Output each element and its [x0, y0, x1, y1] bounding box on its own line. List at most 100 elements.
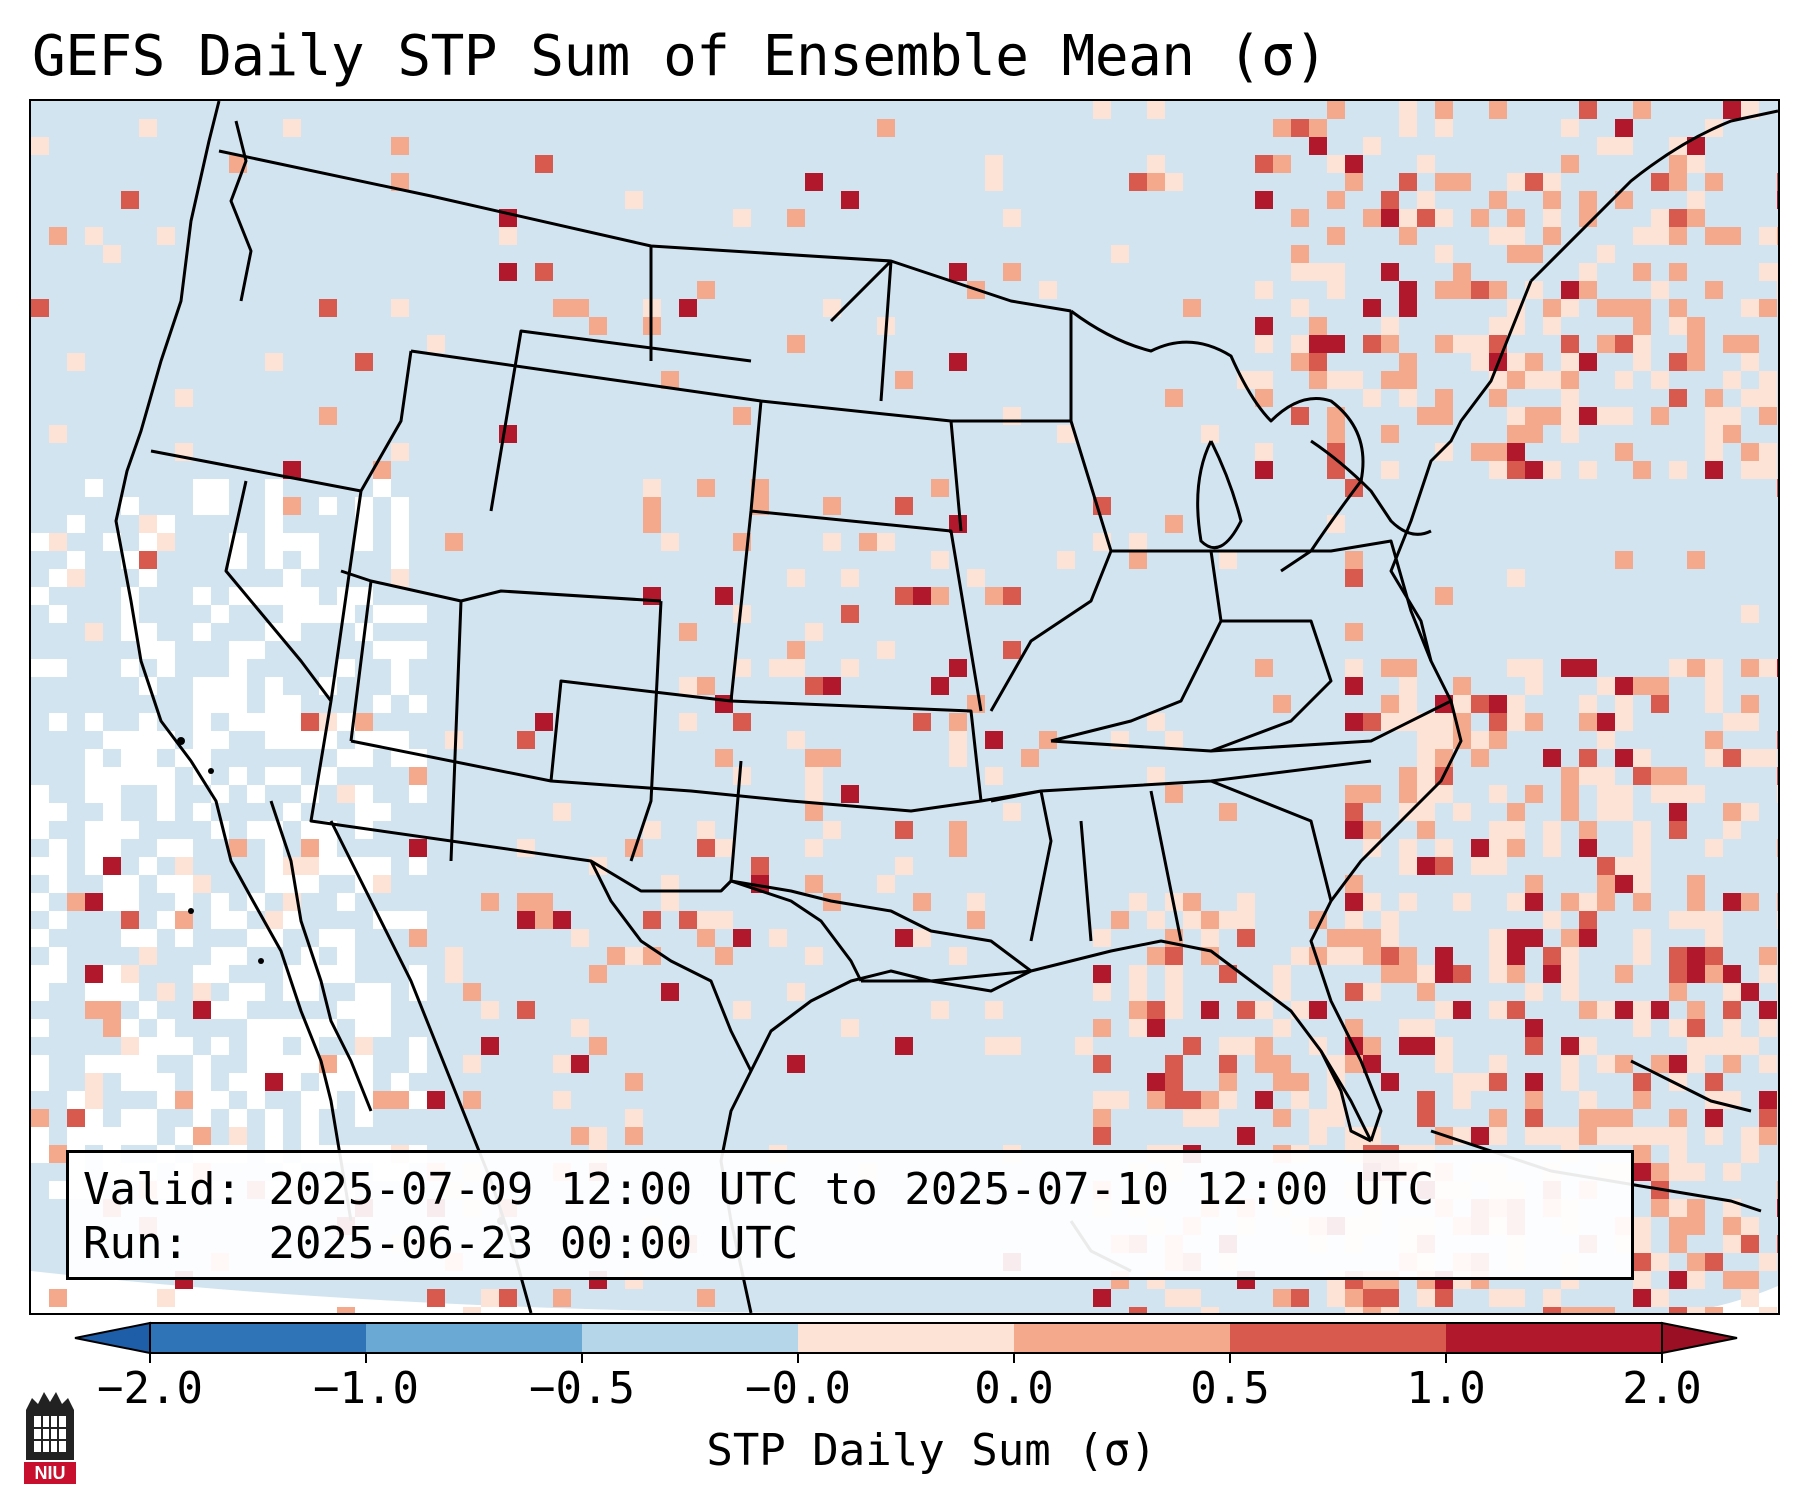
stp-cell	[1165, 515, 1183, 533]
stp-cell	[553, 1055, 571, 1073]
stp-cell	[1147, 1091, 1165, 1109]
stp-cell	[1597, 767, 1615, 785]
stp-cell	[1489, 317, 1507, 335]
stp-cell	[409, 695, 427, 713]
stp-cell	[1651, 1163, 1669, 1181]
stp-cell	[1669, 173, 1687, 191]
stp-cell	[1147, 173, 1165, 191]
stp-cell	[1345, 551, 1363, 569]
stp-cell	[697, 479, 715, 497]
stp-cell	[103, 983, 121, 1001]
stp-cell	[1201, 911, 1219, 929]
stp-cell	[1615, 1055, 1633, 1073]
stp-cell	[1759, 947, 1777, 965]
stp-cell	[157, 515, 175, 533]
stp-cell	[1561, 767, 1579, 785]
stp-cell	[1399, 227, 1417, 245]
stp-cell	[1327, 929, 1345, 947]
stp-cell	[355, 983, 373, 1001]
stp-cell	[769, 659, 787, 677]
stp-cell	[1435, 407, 1453, 425]
stp-cell	[1669, 983, 1687, 1001]
stp-cell	[1741, 1217, 1759, 1235]
stp-cell	[1165, 785, 1183, 803]
stp-cell	[1381, 191, 1399, 209]
stp-cell	[1579, 821, 1597, 839]
stp-cell	[787, 569, 805, 587]
stp-cell	[1255, 389, 1273, 407]
stp-cell	[1597, 335, 1615, 353]
stp-cell	[391, 605, 409, 623]
stp-cell	[571, 1055, 589, 1073]
stp-cell	[445, 947, 463, 965]
stp-cell	[427, 335, 445, 353]
stp-cell	[1399, 767, 1417, 785]
stp-cell	[1615, 335, 1633, 353]
stp-cell	[1453, 173, 1471, 191]
stp-cell	[1759, 263, 1777, 281]
stp-cell	[697, 281, 715, 299]
stp-cell	[1183, 1289, 1201, 1307]
stp-cell	[877, 119, 895, 137]
stp-cell	[211, 695, 229, 713]
stp-cell	[103, 767, 121, 785]
stp-cell	[1489, 929, 1507, 947]
stp-cell	[1489, 1289, 1507, 1307]
stp-cell	[1615, 803, 1633, 821]
stp-cell	[1129, 173, 1147, 191]
stp-cell	[805, 875, 823, 893]
stp-cell	[1633, 461, 1651, 479]
stp-cell	[589, 965, 607, 983]
stp-cell	[1129, 533, 1147, 551]
stp-cell	[1381, 317, 1399, 335]
stp-cell	[1561, 659, 1579, 677]
stp-cell	[1471, 731, 1489, 749]
stp-cell	[1471, 1073, 1489, 1091]
stp-cell	[103, 1127, 121, 1145]
stp-cell	[247, 821, 265, 839]
stp-cell	[1651, 1253, 1669, 1271]
stp-cell	[1687, 551, 1705, 569]
stp-cell	[661, 371, 679, 389]
valid-run-info-box: Valid: 2025-07-09 12:00 UTC to 2025-07-1…	[66, 1150, 1634, 1280]
stp-cell	[1435, 965, 1453, 983]
stp-cell	[1363, 785, 1381, 803]
stp-cell	[1435, 587, 1453, 605]
stp-cell	[103, 785, 121, 803]
stp-cell	[931, 479, 949, 497]
stp-cell	[517, 731, 535, 749]
stp-cell	[229, 911, 247, 929]
stp-cell	[355, 857, 373, 875]
stp-cell	[1777, 1235, 1778, 1253]
stp-cell	[1705, 173, 1723, 191]
stp-cell	[823, 497, 841, 515]
colorbar-tick-label: 0.0	[974, 1363, 1054, 1414]
stp-cell	[301, 857, 319, 875]
stp-cell	[175, 749, 193, 767]
stp-cell	[1399, 659, 1417, 677]
stp-cell	[1741, 389, 1759, 407]
stp-cell	[283, 875, 301, 893]
stp-cell	[1777, 263, 1778, 281]
projection-edge-left	[31, 1271, 931, 1313]
colorbar-label: STP Daily Sum (σ)	[706, 1425, 1157, 1476]
stp-cell	[103, 731, 121, 749]
stp-cell	[679, 713, 697, 731]
stp-cell	[283, 803, 301, 821]
stp-cell	[337, 659, 355, 677]
stp-cell	[463, 1307, 481, 1313]
stp-cell	[1705, 965, 1723, 983]
stp-cell	[103, 245, 121, 263]
stp-cell	[301, 839, 319, 857]
colorbar-tick-label: 1.0	[1406, 1363, 1486, 1414]
stp-cell	[1291, 1073, 1309, 1091]
stp-cell	[1633, 1271, 1651, 1289]
stp-cell	[1489, 785, 1507, 803]
stp-cell	[121, 497, 139, 515]
stp-cell	[391, 497, 409, 515]
stp-cell	[211, 731, 229, 749]
stp-cell	[1363, 893, 1381, 911]
stp-cell	[1435, 1289, 1453, 1307]
stp-cell	[553, 803, 571, 821]
stp-cell	[1633, 101, 1651, 119]
